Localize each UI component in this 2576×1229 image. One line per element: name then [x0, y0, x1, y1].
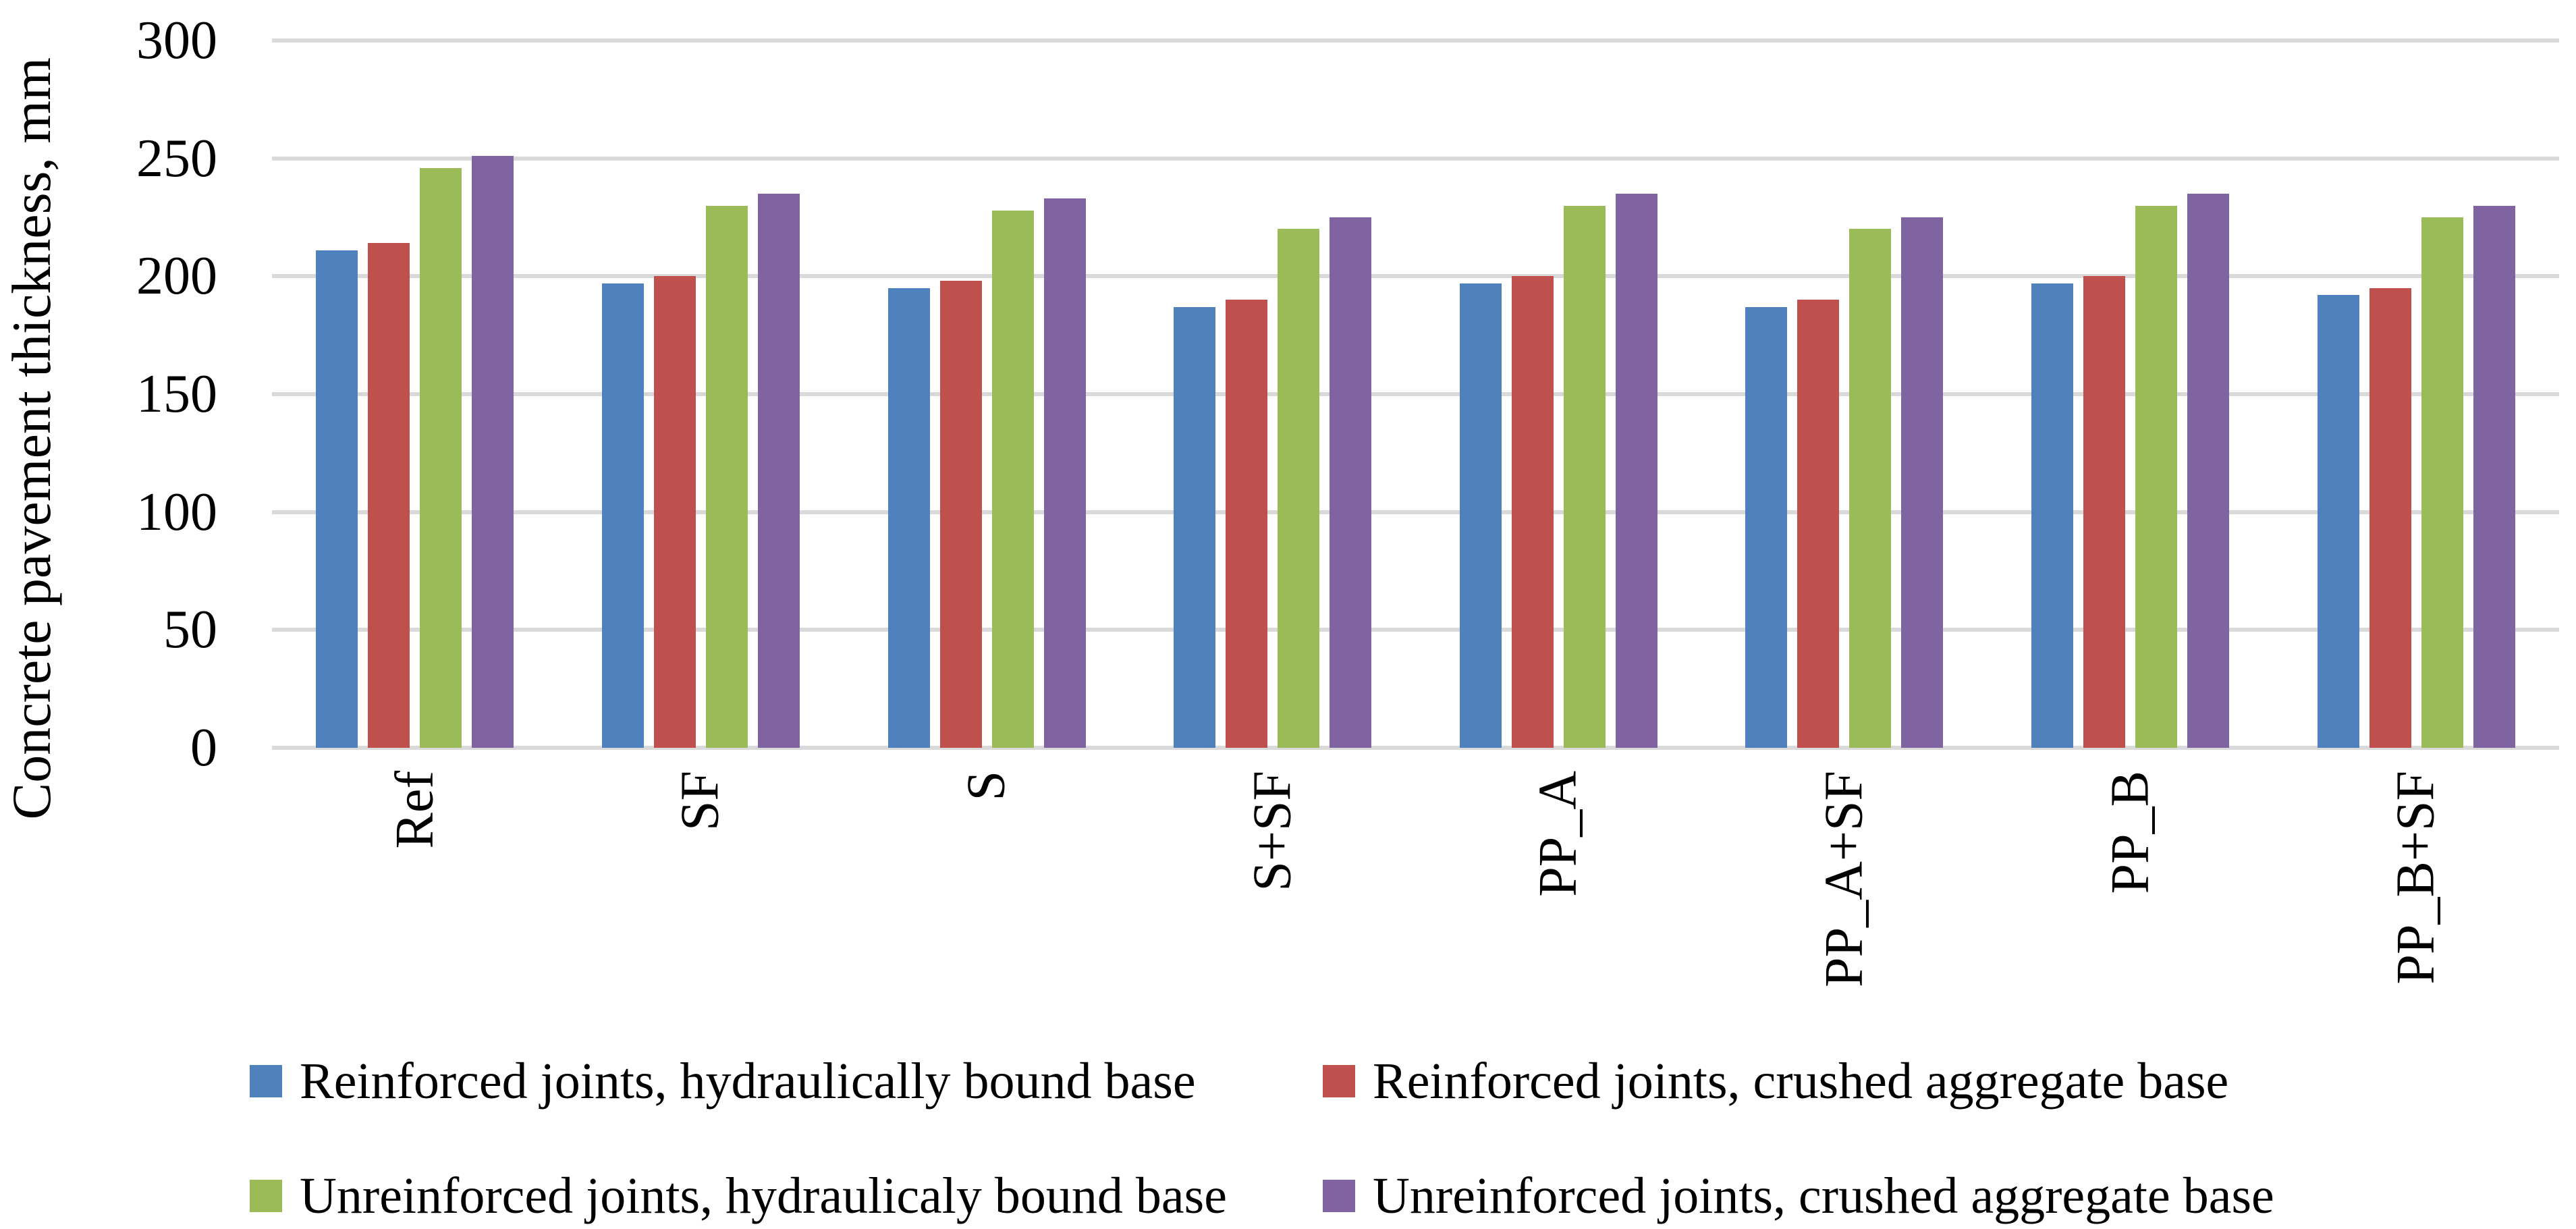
bar-PP_B-value-197: [2031, 283, 2074, 748]
bar-Ref-value-211: [316, 250, 358, 748]
bar-S+SF-value-220: [1278, 229, 1320, 748]
x-tick-label-S: S: [956, 771, 1016, 801]
legend-label: Reinforced joints, crushed aggregate bas…: [1373, 1052, 2229, 1110]
y-axis-title-text: Concrete pavement thickness, mm: [1, 57, 62, 820]
legend-swatch-icon: [1323, 1180, 1355, 1212]
legend-item-1: Reinforced joints, hydraulically bound b…: [250, 1047, 1196, 1115]
bar-PP_B+SF-value-230: [2473, 205, 2515, 748]
bar-group-SF: [558, 40, 844, 748]
x-tick-label-Ref: Ref: [385, 771, 445, 849]
bar-group-PP_B+SF: [2273, 40, 2559, 748]
bar-Ref-value-246: [420, 167, 462, 748]
bar-PP_A+SF-value-225: [1901, 217, 1944, 748]
legend-item-3: Unreinforced joints, hydraulicaly bound …: [250, 1162, 1227, 1229]
bar-SF-value-200: [653, 276, 696, 748]
x-tick-label-S+SF: S+SF: [1242, 771, 1303, 892]
bar-S-value-233: [1043, 198, 1086, 748]
bar-PP_B-value-200: [2083, 276, 2126, 748]
y-tick-label-250: 250: [136, 128, 217, 188]
legend-item-4: Unreinforced joints, crushed aggregate b…: [1323, 1162, 2274, 1229]
bar-group-S+SF: [1130, 40, 1416, 748]
legend-label: Reinforced joints, hydraulically bound b…: [300, 1052, 1196, 1110]
y-tick-label-200: 200: [136, 246, 217, 306]
gridline-y-200: [272, 274, 2559, 279]
bar-group-S: [844, 40, 1130, 748]
bar-group-PP_A: [1416, 40, 1702, 748]
bar-PP_B-value-235: [2187, 194, 2230, 748]
y-tick-label-100: 100: [136, 482, 217, 542]
bar-S+SF-value-225: [1330, 217, 1372, 748]
bar-PP_A-value-230: [1563, 205, 1606, 748]
bar-SF-value-230: [705, 205, 748, 748]
bar-S-value-198: [939, 281, 982, 748]
legend-swatch-icon: [1323, 1065, 1355, 1097]
y-tick-label-150: 150: [136, 364, 217, 424]
bar-PP_A+SF-value-190: [1797, 300, 1840, 748]
gridline-y-150: [272, 392, 2559, 396]
y-tick-label-300: 300: [136, 11, 217, 70]
x-tick-label-PP_B: PP_B: [2100, 771, 2160, 894]
bar-group-PP_B: [1988, 40, 2274, 748]
bar-PP_B-value-230: [2135, 205, 2178, 748]
legend-label: Unreinforced joints, hydraulicaly bound …: [300, 1167, 1227, 1224]
bar-PP_A-value-200: [1511, 276, 1554, 748]
x-tick-label-PP_B+SF: PP_B+SF: [2386, 771, 2446, 985]
legend-swatch-icon: [250, 1180, 282, 1212]
y-tick-label-0: 0: [190, 718, 217, 777]
y-tick-label-50: 50: [163, 600, 217, 660]
bar-PP_B+SF-value-195: [2369, 288, 2411, 748]
x-tick-label-PP_A+SF: PP_A+SF: [1814, 771, 1874, 987]
bar-Ref-value-214: [368, 243, 410, 748]
bar-S-value-195: [887, 288, 930, 748]
x-tick-label-PP_A: PP_A: [1528, 771, 1588, 897]
bar-SF-value-197: [601, 283, 644, 748]
bar-PP_A+SF-value-220: [1849, 229, 1892, 748]
legend-swatch-icon: [250, 1065, 282, 1097]
bar-group-PP_A+SF: [1701, 40, 1988, 748]
bar-Ref-value-251: [472, 156, 514, 748]
bar-group-Ref: [272, 40, 558, 748]
gridline-y-100: [272, 510, 2559, 514]
gridline-y-250: [272, 156, 2559, 161]
bar-SF-value-235: [757, 194, 800, 748]
bar-PP_A-value-197: [1459, 283, 1502, 748]
bar-PP_B+SF-value-192: [2317, 295, 2359, 748]
bar-PP_B+SF-value-225: [2421, 217, 2463, 748]
gridline-y-0: [272, 746, 2559, 750]
bar-PP_A+SF-value-187: [1745, 306, 1788, 748]
gridline-y-300: [272, 38, 2559, 43]
x-tick-label-SF: SF: [670, 771, 730, 831]
legend-label: Unreinforced joints, crushed aggregate b…: [1373, 1167, 2274, 1224]
plot-area: [272, 38, 2559, 750]
bar-S+SF-value-190: [1226, 300, 1268, 748]
legend-item-2: Reinforced joints, crushed aggregate bas…: [1323, 1047, 2228, 1115]
bar-PP_A-value-235: [1615, 194, 1657, 748]
bar-S-value-228: [991, 210, 1034, 748]
bar-S+SF-value-187: [1174, 306, 1216, 748]
gridline-y-50: [272, 628, 2559, 632]
